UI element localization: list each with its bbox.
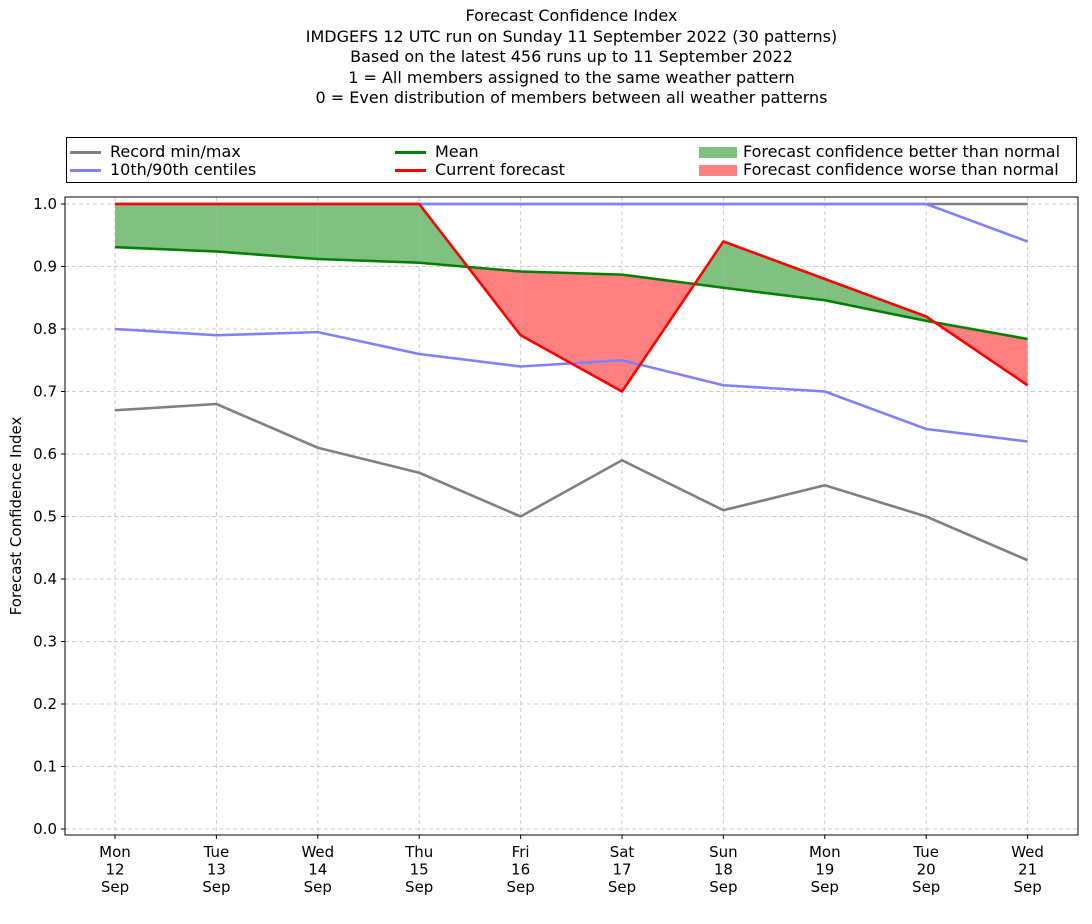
x-tick-label: 13 xyxy=(207,861,226,879)
x-tick-label: Sep xyxy=(405,878,433,896)
legend-swatch-worse xyxy=(699,164,737,176)
y-tick-label: 0.3 xyxy=(33,633,57,651)
chart-title-block: Forecast Confidence Index IMDGEFS 12 UTC… xyxy=(0,6,1092,109)
x-tick-label: Wed xyxy=(301,843,334,861)
y-tick-label: 1.0 xyxy=(33,195,57,213)
chart-title: Forecast Confidence Index xyxy=(465,6,678,25)
x-tick-label: Sep xyxy=(709,878,737,896)
y-tick-label: 0.1 xyxy=(33,758,57,776)
legend-item-record: Record min/max xyxy=(70,143,241,161)
y-tick-label: 0.7 xyxy=(33,383,57,401)
series-record-min xyxy=(114,402,1029,562)
x-tick-label: 18 xyxy=(714,861,733,879)
y-tick-label: 0.6 xyxy=(33,445,57,463)
x-tick-label: Fri xyxy=(512,843,530,861)
legend-swatch-mean xyxy=(395,150,426,154)
x-tick-label: 16 xyxy=(511,861,530,879)
y-tick-label: 0.2 xyxy=(33,695,57,713)
x-tick-label: Mon xyxy=(809,843,841,861)
legend-item-current: Current forecast xyxy=(395,161,565,179)
legend-item-centiles: 10th/90th centiles xyxy=(70,161,256,179)
y-axis-ticks: 0.0 0.1 0.2 0.3 0.4 0.5 0.6 0.7 0.8 0.9 1.0 xyxy=(33,195,65,838)
series-mean xyxy=(114,245,1028,341)
legend-label-centiles: 10th/90th centiles xyxy=(110,160,257,179)
y-tick-label: 0.0 xyxy=(33,820,57,838)
y-tick-label: 0.4 xyxy=(33,570,57,588)
chart-subtitle-one: 1 = All members assigned to the same wea… xyxy=(348,67,795,87)
x-tick-label: 12 xyxy=(105,861,124,879)
x-tick-label: Mon xyxy=(99,843,131,861)
x-tick-label: 20 xyxy=(917,861,936,879)
x-tick-label: Tue xyxy=(912,843,939,861)
x-tick-label: Sep xyxy=(304,878,332,896)
x-tick-label: Sep xyxy=(811,878,839,896)
y-axis-label: Forecast Confidence Index xyxy=(7,417,25,616)
legend-label-current: Current forecast xyxy=(435,160,565,179)
legend-label-better: Forecast confidence better than normal xyxy=(743,142,1061,161)
chart-subtitle-zero: 0 = Even distribution of members between… xyxy=(315,88,828,107)
legend-item-worse: Forecast confidence worse than normal xyxy=(699,161,1059,179)
fill-better-than-normal xyxy=(216,204,318,259)
legend-label-mean: Mean xyxy=(435,142,479,161)
legend-swatch-current xyxy=(395,168,426,172)
legend-label-record: Record min/max xyxy=(110,142,241,161)
y-tick-label: 0.9 xyxy=(33,258,57,276)
x-tick-label: 14 xyxy=(308,861,327,879)
chart-subtitle-runs: Based on the latest 456 runs up to 11 Se… xyxy=(350,47,793,66)
x-tick-label: Sep xyxy=(1013,878,1041,896)
fill-better-than-normal xyxy=(723,241,825,301)
chart-subtitle-run: IMDGEFS 12 UTC run on Sunday 11 Septembe… xyxy=(305,26,838,46)
x-tick-label: Sat xyxy=(610,843,635,861)
x-tick-label: Tue xyxy=(203,843,230,861)
legend-swatch-better xyxy=(699,146,737,158)
fill-better-than-normal xyxy=(115,204,217,252)
x-tick-label: 15 xyxy=(410,861,429,879)
fill-worse-than-normal xyxy=(520,271,622,392)
x-tick-label: 17 xyxy=(612,861,631,879)
fill-better-than-normal xyxy=(317,204,420,263)
series-lines xyxy=(114,202,1029,562)
x-tick-label: Sep xyxy=(506,878,534,896)
chart-legend: Record min/max 10th/90th centiles Mean C… xyxy=(66,137,1077,183)
legend-swatch-record xyxy=(70,150,101,154)
fill-worse-than-normal xyxy=(622,274,695,392)
x-tick-label: 19 xyxy=(815,861,834,879)
x-tick-label: Thu xyxy=(404,843,433,861)
y-tick-label: 0.8 xyxy=(33,320,57,338)
legend-label-worse: Forecast confidence worse than normal xyxy=(743,160,1059,179)
y-tick-label: 0.5 xyxy=(33,508,57,526)
x-tick-label: Sep xyxy=(202,878,230,896)
x-tick-label: Sep xyxy=(101,878,129,896)
x-tick-label: Sun xyxy=(709,843,738,861)
legend-swatch-centiles xyxy=(70,168,101,172)
legend-item-better: Forecast confidence better than normal xyxy=(699,143,1060,161)
x-axis-ticks: Mon12SepTue13SepWed14SepThu15SepFri16Sep… xyxy=(99,835,1044,896)
x-tick-label: Sep xyxy=(912,878,940,896)
x-tick-label: Sep xyxy=(608,878,636,896)
x-tick-label: 21 xyxy=(1018,861,1037,879)
series-current-forecast xyxy=(115,202,1029,393)
legend-item-mean: Mean xyxy=(395,143,479,161)
x-tick-label: Wed xyxy=(1011,843,1044,861)
